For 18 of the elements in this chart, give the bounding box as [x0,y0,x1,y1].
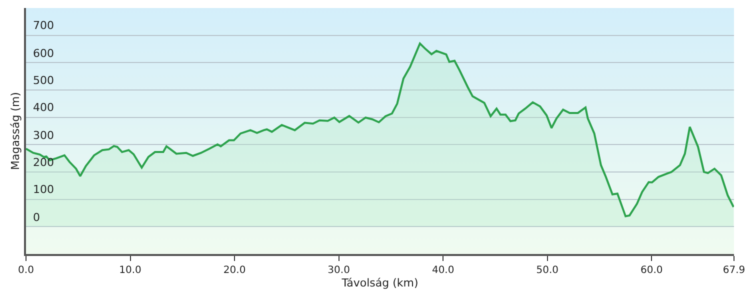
x-tick-label: 0.0 [18,265,34,276]
y-tick-label: 200 [33,156,54,169]
x-tick-label: 67.9 [722,265,746,276]
y-tick-label: 400 [33,101,54,114]
y-axis-title: Magasság (m) [9,92,22,170]
y-tick-label: 700 [33,19,54,32]
x-axis-title: Távolság (km) [340,276,418,290]
y-tick-label: 300 [33,129,54,142]
x-tick-label: 40.0 [432,265,454,276]
x-tick-label: 60.0 [640,265,663,276]
y-tick-label: 100 [33,183,54,196]
y-tick-label: 600 [33,47,54,60]
y-tick-label: 500 [33,74,54,87]
x-tick-label: 50.0 [536,265,558,276]
y-tick-label: 0 [33,211,40,224]
x-tick-label: 10.0 [119,265,142,276]
x-tick-label: 20.0 [223,265,246,276]
x-tick-label: 30.0 [328,265,350,276]
